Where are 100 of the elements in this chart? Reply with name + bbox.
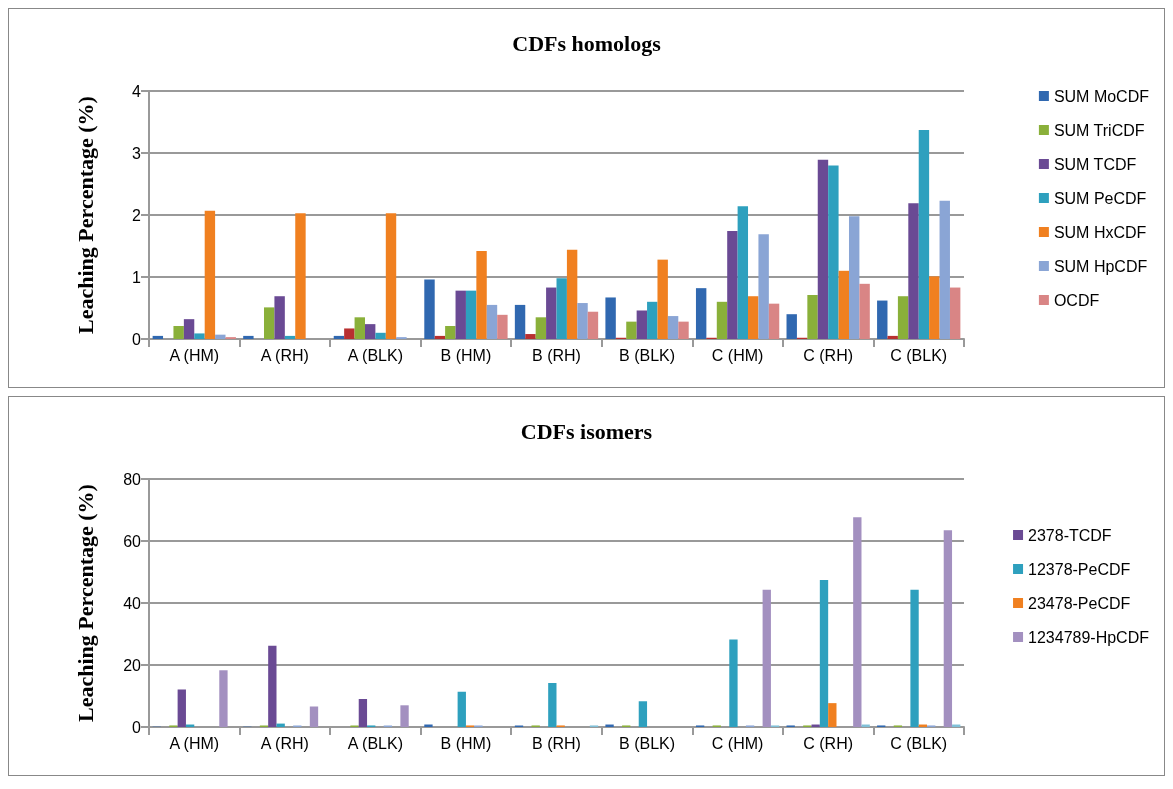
- bar: [194, 333, 205, 339]
- bar: [183, 319, 195, 339]
- x-tick-label: C (HM): [711, 734, 764, 752]
- bar: [807, 294, 818, 339]
- bar: [949, 287, 961, 339]
- bar: [354, 317, 365, 339]
- legend-label: OCDF: [1053, 291, 1100, 309]
- bar: [497, 314, 508, 339]
- bar: [605, 297, 616, 339]
- x-tick-label: B (BLK): [619, 734, 676, 752]
- bar: [455, 290, 466, 339]
- bar: [859, 283, 870, 339]
- y-tick-label: 1: [132, 268, 142, 286]
- bar: [853, 517, 862, 727]
- bar: [364, 324, 376, 339]
- y-tick-label: 4: [132, 82, 142, 100]
- bar: [887, 335, 898, 339]
- bar: [295, 213, 306, 339]
- bar: [678, 321, 689, 339]
- bar: [204, 210, 216, 339]
- x-tick-label: A (BLK): [347, 734, 403, 752]
- bar: [284, 335, 296, 339]
- x-tick-label: A (RH): [260, 734, 309, 752]
- y-axis-title: Leaching Percentage (%): [72, 484, 98, 722]
- bar: [828, 703, 837, 727]
- bar: [514, 304, 526, 339]
- legend-label: SUM TriCDF: [1053, 121, 1145, 139]
- bar: [695, 288, 707, 339]
- bar: [486, 304, 498, 339]
- bar: [918, 130, 930, 339]
- bar: [525, 334, 536, 339]
- x-tick-label: C (RH): [803, 734, 854, 752]
- bar: [647, 301, 658, 339]
- bar: [215, 334, 226, 339]
- bar: [587, 311, 599, 339]
- bar: [445, 325, 456, 339]
- bar: [177, 689, 186, 727]
- y-tick-label: 20: [123, 656, 142, 674]
- bar: [333, 335, 345, 339]
- x-tick-label: B (RH): [532, 346, 581, 364]
- bar: [908, 203, 919, 339]
- bar: [943, 530, 953, 727]
- bar: [838, 270, 849, 339]
- bar: [173, 325, 184, 339]
- legend-label: SUM HxCDF: [1053, 223, 1147, 241]
- bar: [476, 250, 487, 339]
- chart-title: CDFs isomers: [520, 418, 653, 444]
- legend-label: 1234789-HpCDF: [1028, 628, 1150, 646]
- legend-label: SUM PeCDF: [1053, 189, 1147, 207]
- x-tick-label: B (HM): [440, 734, 492, 752]
- x-tick-label: C (BLK): [890, 346, 948, 364]
- y-tick-label: 0: [132, 718, 142, 736]
- bar: [385, 213, 397, 339]
- bar: [264, 307, 275, 339]
- x-tick-label: C (BLK): [890, 734, 948, 752]
- y-tick-label: 80: [123, 470, 142, 488]
- bar: [309, 706, 319, 727]
- bar: [819, 580, 829, 727]
- bar: [667, 316, 679, 339]
- bar: [657, 259, 668, 339]
- x-tick-label: A (BLK): [347, 346, 403, 364]
- x-tick-label: B (HM): [440, 346, 492, 364]
- x-tick-label: B (RH): [532, 734, 581, 752]
- bar: [243, 335, 254, 339]
- bar: [910, 589, 919, 727]
- bar: [636, 310, 648, 339]
- x-tick-label: A (HM): [169, 734, 220, 752]
- y-tick-label: 2: [132, 206, 142, 224]
- x-tick-label: C (HM): [711, 346, 764, 364]
- bar: [434, 335, 446, 339]
- bar: [729, 639, 738, 727]
- bar: [546, 287, 557, 339]
- bar: [758, 234, 769, 339]
- bar: [786, 314, 797, 339]
- x-tick-label: B (BLK): [619, 346, 676, 364]
- bar: [274, 296, 285, 339]
- y-tick-label: 0: [132, 330, 142, 348]
- bar: [152, 335, 164, 339]
- bar: [626, 321, 637, 339]
- bar: [848, 216, 860, 339]
- bar: [556, 278, 567, 339]
- bar: [577, 303, 588, 339]
- bar: [716, 301, 728, 339]
- x-tick-label: A (RH): [260, 346, 309, 364]
- bar: [358, 699, 368, 727]
- legend-label: SUM MoCDF: [1053, 87, 1150, 105]
- legend-label: SUM HpCDF: [1053, 257, 1148, 275]
- bar: [535, 317, 547, 339]
- chart-title: CDFs homologs: [512, 30, 662, 56]
- bar: [748, 296, 759, 339]
- legend-label: 12378-PeCDF: [1028, 560, 1131, 578]
- bar: [566, 249, 578, 339]
- y-tick-label: 3: [132, 144, 142, 162]
- bar: [638, 701, 648, 727]
- bar: [897, 296, 909, 339]
- bar: [465, 290, 477, 339]
- bar: [737, 206, 749, 339]
- bar: [817, 159, 829, 339]
- y-tick-label: 40: [123, 594, 142, 612]
- bar: [548, 682, 557, 727]
